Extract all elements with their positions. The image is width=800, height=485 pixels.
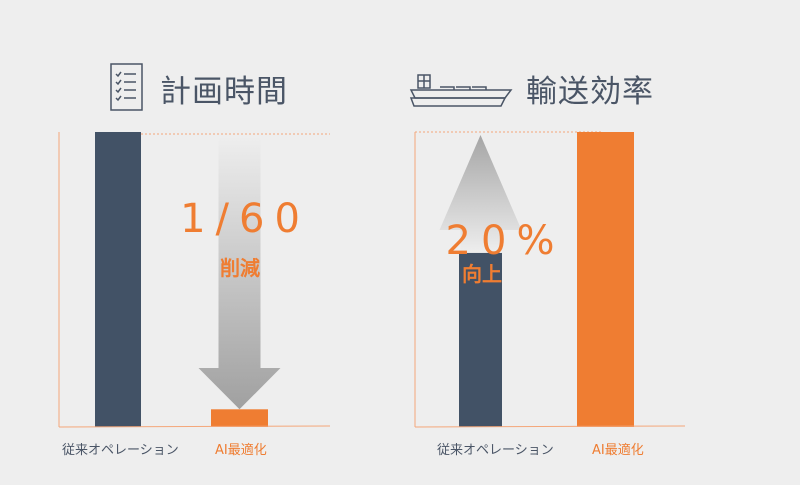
up-arrow (439, 135, 522, 253)
x-axis (58, 425, 331, 428)
x-axis (414, 425, 686, 428)
category-label-conventional-2: 従来オペレーション (437, 443, 554, 458)
cargo-ship-icon (409, 74, 513, 107)
category-label-ai-1: AI最適化 (215, 443, 267, 458)
category-label-conventional-1: 従来オペレーション (62, 443, 179, 458)
bar-ai (577, 132, 634, 427)
annotation-label-improvement: 向上 (462, 262, 502, 286)
annotation-value-improvement: 20% (445, 218, 565, 264)
annotation-value-reduction: 1/60 (180, 196, 310, 242)
checklist-icon (110, 63, 143, 111)
annotation-label-reduction: 削減 (220, 256, 260, 280)
category-label-ai-2: AI最適化 (592, 443, 644, 458)
bar-conventional (459, 252, 502, 427)
bar-ai (211, 409, 268, 427)
bar-conventional (95, 132, 141, 427)
chart-title-transport-efficiency: 輸送効率 (526, 74, 654, 110)
chart-title-planning-time: 計画時間 (160, 74, 288, 110)
down-arrow (198, 136, 281, 410)
